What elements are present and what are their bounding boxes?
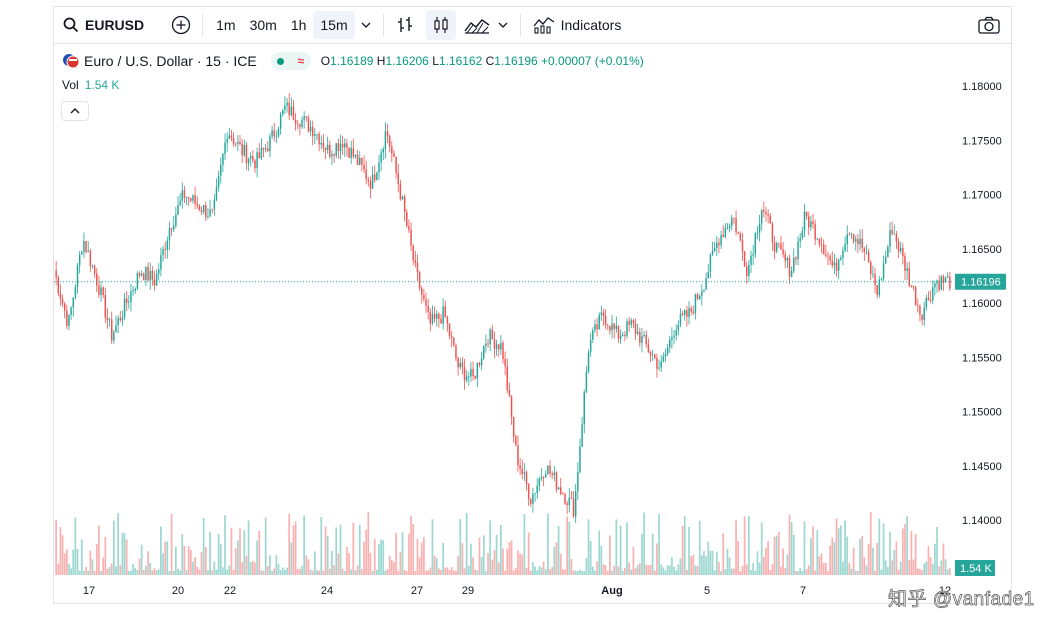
symbol-name: EURUSD — [85, 16, 145, 33]
eu-us-flags-icon — [63, 54, 80, 69]
ohlc-bars-icon — [397, 16, 412, 32]
series-title[interactable]: Euro / U.S. Dollar · 15 · ICE — [84, 53, 257, 69]
high-label: H — [376, 54, 386, 68]
area-style-button[interactable] — [462, 10, 492, 40]
collapse-legend-button[interactable] — [61, 101, 89, 121]
close-label: C — [485, 54, 495, 68]
change-value: +0.00007 (+0.01%) — [541, 54, 644, 68]
volume-value: 1.54 K — [84, 78, 120, 92]
interval-15m[interactable]: 15m — [313, 10, 355, 39]
interval-1h[interactable]: 1h — [290, 16, 307, 33]
search-icon — [63, 17, 79, 32]
indicators-icon — [533, 16, 554, 34]
volume-legend: Vol 1.54 K — [62, 78, 119, 92]
indicators-button[interactable]: Indicators — [533, 10, 622, 40]
chevron-down-icon — [498, 22, 508, 28]
plus-circle-icon — [171, 15, 191, 34]
watermark: 知乎 @vanfade1 — [888, 589, 1035, 611]
toolbar-separator — [519, 13, 521, 36]
market-status-pill[interactable]: ≈ — [270, 52, 311, 70]
candles-style-button[interactable] — [425, 9, 456, 40]
open-label: O — [320, 54, 331, 68]
compare-add-button[interactable] — [166, 10, 196, 40]
market-open-dot-icon — [277, 57, 285, 65]
area-chart-icon — [464, 18, 490, 34]
toolbar-separator — [382, 13, 384, 36]
series-legend: Euro / U.S. Dollar · 15 · ICE ≈ O1.16189… — [62, 52, 644, 70]
interval-dropdown-button[interactable] — [355, 10, 377, 40]
ohlc-values: O1.16189 H1.16206 L1.16162 C1.16196 +0.0… — [321, 54, 644, 68]
indicators-label: Indicators — [560, 16, 622, 33]
camera-icon — [978, 16, 1000, 34]
candlestick-icon — [434, 16, 448, 33]
chart-frame — [53, 6, 1012, 604]
top-toolbar: EURUSD 1m 30m 1h 15m Indicators — [53, 6, 1012, 44]
delayed-data-icon: ≈ — [297, 54, 305, 68]
bars-style-button[interactable] — [390, 10, 420, 40]
interval-1m[interactable]: 1m — [216, 16, 236, 33]
high-value: 1.16206 — [385, 54, 429, 68]
low-label: L — [432, 54, 439, 68]
toolbar-separator — [202, 13, 204, 36]
volume-label: Vol — [62, 78, 79, 92]
symbol-search[interactable]: EURUSD — [63, 10, 144, 40]
interval-30m[interactable]: 30m — [249, 16, 277, 33]
chevron-up-icon — [70, 108, 80, 114]
chart-style-dropdown-button[interactable] — [492, 10, 514, 40]
snapshot-button[interactable] — [974, 10, 1004, 40]
low-value: 1.16162 — [438, 54, 483, 68]
close-value: 1.16196 — [494, 54, 538, 68]
chevron-down-icon — [361, 22, 371, 28]
open-value: 1.16189 — [330, 54, 374, 68]
